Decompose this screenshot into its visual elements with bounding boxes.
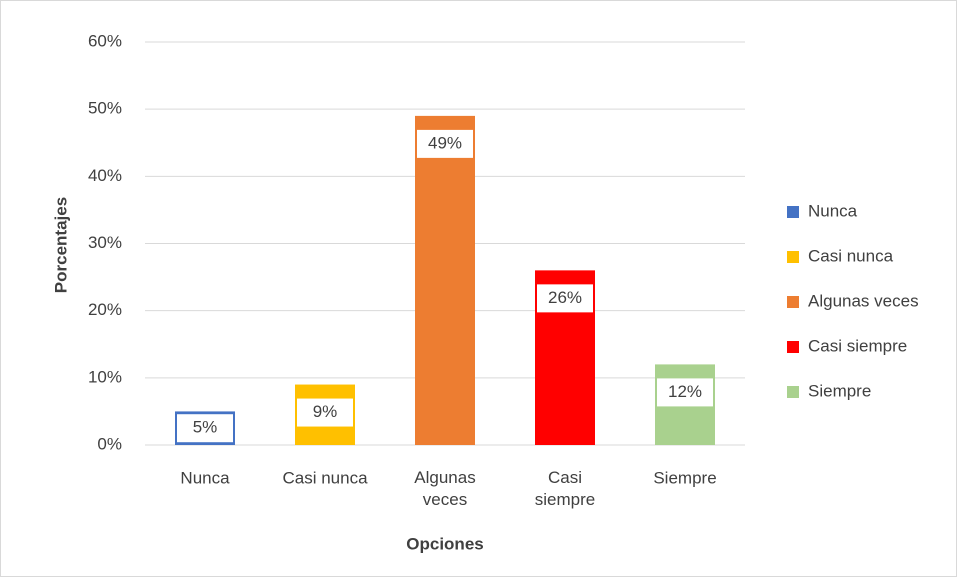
x-tick-label: Siempre (653, 468, 716, 487)
x-axis-title: Opciones (406, 534, 483, 553)
x-tick-label: Casi siempre (535, 468, 595, 509)
data-label-box (297, 398, 353, 427)
x-tick-label: Casi nunca (282, 468, 368, 487)
data-label: 12% (668, 382, 702, 401)
y-tick-label: 10% (88, 367, 122, 386)
x-tick-label: Algunas veces (414, 468, 475, 509)
data-label: 5% (193, 418, 218, 437)
legend-label: Siempre (808, 381, 871, 400)
legend-swatch (787, 251, 799, 263)
data-label-box (417, 129, 473, 158)
x-tick-label: Nunca (180, 468, 230, 487)
legend-label: Algunas veces (808, 291, 919, 310)
legend-label: Casi siempre (808, 336, 907, 355)
bar (415, 115, 475, 445)
y-axis-title: Porcentajes (51, 197, 70, 293)
legend-label: Nunca (808, 201, 858, 220)
y-tick-label: 40% (88, 166, 122, 185)
data-label-box (537, 284, 593, 313)
data-label: 49% (428, 133, 462, 152)
data-label-box (177, 414, 233, 443)
y-tick-label: 20% (88, 300, 122, 319)
legend-swatch (787, 296, 799, 308)
y-tick-label: 30% (88, 233, 122, 252)
legend-swatch (787, 386, 799, 398)
legend-swatch (787, 206, 799, 218)
data-label: 9% (313, 402, 338, 421)
legend-label: Casi nunca (808, 246, 894, 265)
y-tick-label: 0% (97, 434, 122, 453)
legend-swatch (787, 341, 799, 353)
y-tick-label: 50% (88, 99, 122, 118)
data-label: 26% (548, 288, 582, 307)
data-label-box (657, 378, 713, 407)
y-tick-label: 60% (88, 31, 122, 50)
